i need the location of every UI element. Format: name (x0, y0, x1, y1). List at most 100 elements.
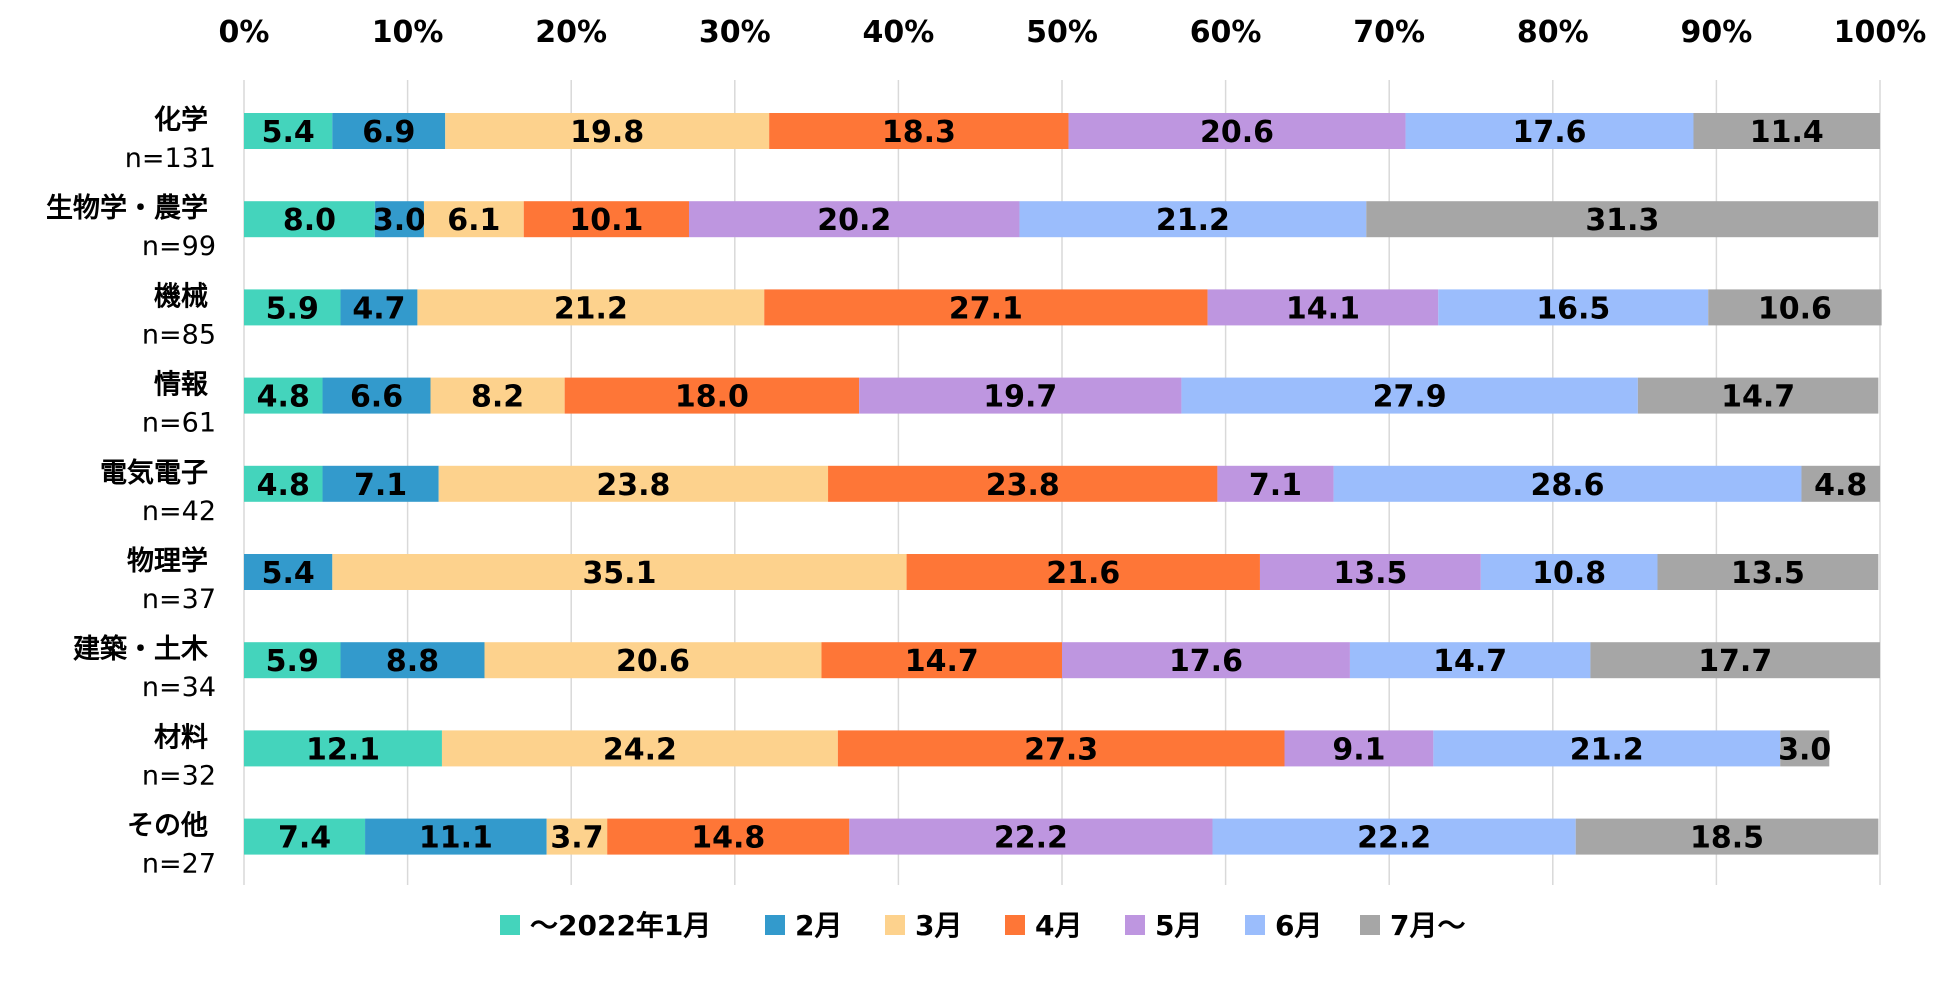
data-label: 6.9 (362, 115, 415, 150)
bar-segment (1480, 554, 1658, 590)
category-name: 化学 (154, 104, 208, 136)
data-label: 13.5 (1731, 556, 1805, 591)
data-label: 8.0 (283, 203, 336, 238)
data-label: 21.6 (1046, 556, 1120, 591)
data-label: 6.1 (447, 203, 500, 238)
bar-segment (417, 289, 765, 326)
bar-segment (244, 818, 366, 855)
bar-segment (445, 113, 770, 149)
legend-swatch (765, 915, 785, 935)
legend-swatch (1125, 915, 1145, 935)
x-tick-label: 50% (1026, 15, 1098, 50)
x-tick-label: 20% (535, 15, 607, 50)
bar-segment (1019, 201, 1367, 238)
x-tick-label: 60% (1190, 15, 1262, 50)
data-label: 28.6 (1531, 468, 1605, 503)
data-label: 7.1 (1249, 468, 1302, 503)
data-label: 8.8 (386, 644, 439, 679)
bar-segment (322, 377, 431, 414)
category-name: 物理学 (127, 545, 208, 577)
data-label: 14.7 (1721, 380, 1795, 415)
data-label: 23.8 (986, 468, 1060, 503)
data-label: 23.8 (596, 468, 670, 503)
data-label: 3.0 (373, 203, 426, 238)
bar-segment (1657, 554, 1879, 590)
data-label: 3.0 (1778, 732, 1831, 767)
data-label: 5.4 (262, 556, 315, 591)
category-sample-size: n=42 (142, 496, 216, 527)
bar-segment (906, 554, 1260, 590)
bar-segment (244, 554, 333, 590)
bar-segment (340, 289, 418, 326)
x-axis-ticks: 0% 10% 20% 30% 40% 50% 60% 70% 80% 90% 100% (219, 15, 1927, 50)
legend-label: 6月 (1275, 909, 1322, 942)
bar-segment (1068, 113, 1406, 149)
bar-segment (244, 642, 341, 679)
bar-segment (821, 642, 1062, 679)
data-label: 13.5 (1333, 556, 1407, 591)
data-label: 5.4 (262, 115, 315, 150)
legend-swatch (1360, 915, 1380, 935)
category-labels: 化学 n=131 生物学・農学 n=99 機械 n=85 情報 n=61 電気電子 n=42 物理学… (46, 104, 216, 880)
data-label: 17.6 (1169, 644, 1243, 679)
data-label: 17.6 (1513, 115, 1587, 150)
bar-segment (441, 730, 838, 767)
data-label: 16.5 (1536, 291, 1610, 326)
x-tick-label: 80% (1517, 15, 1589, 50)
data-label: 31.3 (1585, 203, 1659, 238)
data-label: 22.2 (994, 821, 1068, 856)
bar-segment (438, 465, 829, 502)
bar-segment (607, 818, 850, 855)
data-label: 19.8 (570, 115, 644, 150)
category-sample-size: n=61 (142, 408, 216, 439)
bar-segment (849, 818, 1213, 855)
data-label: 7.1 (354, 468, 407, 503)
bars: 5.4 6.9 19.8 18.3 20.6 17.6 11.4 8.0 3.0 6.1 10.1 2… (244, 113, 1882, 856)
data-label: 5.9 (266, 644, 319, 679)
data-label: 14.8 (691, 821, 765, 856)
data-label: 17.7 (1698, 644, 1772, 679)
data-label: 11.4 (1750, 115, 1824, 150)
data-label: 20.6 (616, 644, 690, 679)
legend-label: 7月～ (1390, 909, 1465, 942)
bar-segment (1259, 554, 1481, 590)
bar-segment (332, 113, 446, 149)
data-label: 4.8 (1814, 468, 1867, 503)
bar-segment (828, 465, 1218, 502)
bar-segment (1217, 465, 1334, 502)
bar-segment (244, 201, 375, 238)
bar-segment (688, 201, 1020, 238)
data-label: 20.6 (1200, 115, 1274, 150)
data-label: 4.7 (352, 291, 405, 326)
bar-segment (1284, 730, 1434, 767)
bar-segment (1693, 113, 1880, 149)
x-tick-label: 90% (1680, 15, 1752, 50)
data-label: 21.2 (554, 291, 628, 326)
legend: ～2022年1月 2月 3月 4月 5月 6月 7月～ (500, 909, 1465, 942)
bar-segment (1349, 642, 1591, 679)
data-label: 21.2 (1156, 203, 1230, 238)
data-label: 24.2 (603, 732, 677, 767)
bar-segment (244, 730, 442, 767)
bar-segment (244, 377, 323, 414)
data-label: 4.8 (257, 468, 310, 503)
data-label: 8.2 (471, 380, 524, 415)
data-label: 35.1 (582, 556, 656, 591)
category-name: 電気電子 (100, 457, 208, 489)
legend-label: ～2022年1月 (530, 909, 711, 942)
data-label: 22.2 (1357, 821, 1431, 856)
bar-segment (244, 289, 341, 326)
bar-segment (546, 818, 608, 855)
bar-segment (1207, 289, 1439, 326)
data-label: 14.7 (905, 644, 979, 679)
bar-segment (332, 554, 907, 590)
bar-segment (244, 465, 323, 502)
bar-segment (1575, 818, 1879, 855)
legend-label: 3月 (915, 909, 962, 942)
data-label: 27.3 (1024, 732, 1098, 767)
bar-segment (1181, 377, 1638, 414)
bar-segment (1433, 730, 1781, 767)
bar-segment (365, 818, 547, 855)
bar-segment (1637, 377, 1879, 414)
bar-segment (1366, 201, 1879, 238)
